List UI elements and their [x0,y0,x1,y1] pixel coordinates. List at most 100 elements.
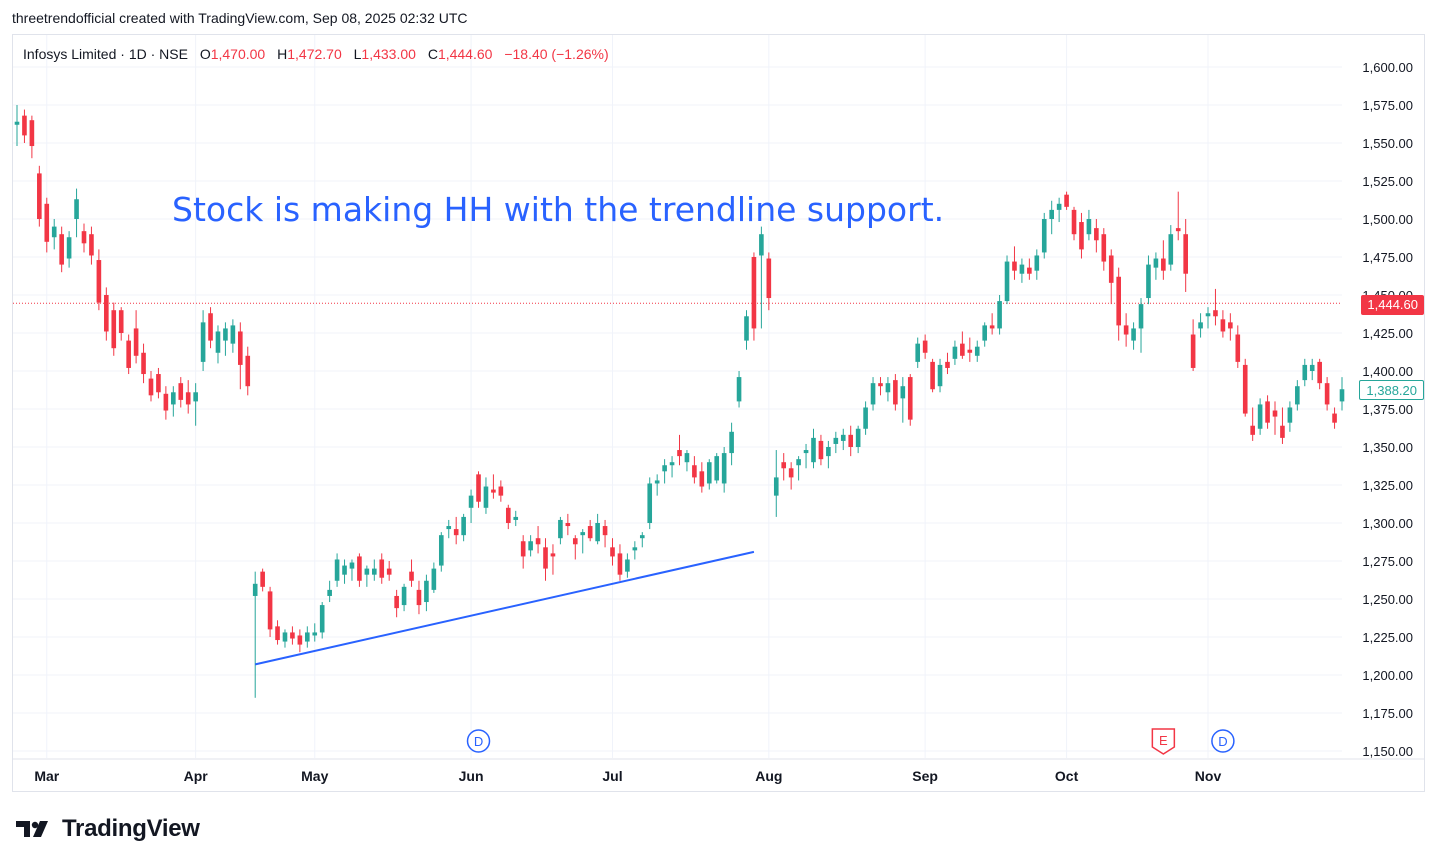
x-tick-label: Jul [602,768,622,784]
candle-body [1041,219,1047,253]
dividend-event-label: D [1218,734,1227,749]
low-value: 1,433.00 [361,46,416,62]
candle-body [1309,364,1315,371]
candle-body [81,231,87,244]
candle-body [1027,267,1032,274]
candle-body [215,331,221,353]
x-tick-label: Apr [184,768,209,784]
candle-body [952,346,958,359]
candle-body [312,632,318,636]
candle-body [960,343,965,356]
candle-body [1161,258,1166,271]
candle-body [535,538,541,545]
candle-body [230,325,236,344]
candle-body [543,547,548,569]
y-tick-label: 1,300.00 [1362,516,1413,531]
candle-body [66,237,72,259]
candle-body [185,392,191,405]
candle-body [111,310,117,349]
candle-body [729,431,734,454]
candle-body [424,580,429,603]
candle-body [669,462,675,466]
candle-body [930,361,935,390]
candle-body [1339,389,1345,402]
candle-body [893,380,898,405]
candle-body [900,386,906,399]
chart-area[interactable] [12,34,1425,792]
candle-body [1324,383,1330,405]
candle-body [178,383,184,400]
candle-body [773,477,779,496]
candle-body [826,447,831,457]
candle-body [1228,322,1233,329]
candle-body [171,392,176,405]
candle-body [252,583,258,596]
candle-body [305,632,310,642]
candle-body [550,553,556,557]
candle-body [967,349,973,353]
chart-credit: threetrendofficial created with TradingV… [12,10,468,26]
high-value: 1,472.70 [287,46,342,62]
candle-body [74,199,79,219]
x-tick-label: May [301,768,328,784]
candle-body [1257,404,1263,429]
x-tick-label: Aug [755,768,782,784]
candle-body [59,234,64,265]
candle-body [937,364,943,387]
candle-body [1056,203,1062,210]
candle-body [1153,258,1159,268]
candle-body [245,355,251,387]
tradingview-logo[interactable]: TradingView [16,815,200,843]
candle-body [677,450,682,457]
earnings-event-label: E [1159,733,1168,748]
candle-body [349,562,355,569]
candle-body [982,325,988,341]
high-label: H [277,46,288,62]
candle-body [840,434,846,441]
candle-body [260,571,265,587]
candle-body [632,547,638,551]
candle-body [468,495,474,508]
candle-body [1198,322,1203,329]
reference-price-tag: 1,388.20 [1359,380,1424,400]
candle-body [647,483,653,523]
candle-body [602,526,608,536]
candle-body [267,591,273,630]
y-tick-label: 1,350.00 [1362,440,1413,455]
candle-body [379,559,385,578]
candle-body [1205,313,1211,317]
candle-body [915,343,921,362]
candle-body [1213,310,1218,317]
candle-body [1034,255,1040,271]
candle-body [364,568,370,575]
candle-body [878,383,883,387]
symbol-label[interactable]: Infosys Limited · 1D · NSE [23,46,188,62]
candle-body [1242,364,1248,414]
candle-body [997,301,1002,329]
candle-body [223,328,228,341]
y-tick-label: 1,475.00 [1362,250,1413,265]
ohlc-legend: Infosys Limited · 1D · NSE O1,470.00 H1,… [23,46,609,62]
earnings-event-marker [1151,728,1176,755]
candle-body [781,462,787,469]
chart-annotation-text[interactable]: Stock is making HH with the trendline su… [172,190,945,229]
candle-body [1019,264,1025,274]
candle-body [1146,264,1151,299]
candle-body [96,260,102,303]
candle-body [811,437,816,463]
candle-body [334,559,340,581]
y-tick-label: 1,425.00 [1362,326,1413,341]
candle-body [163,393,169,411]
candle-body [796,459,801,466]
x-tick-label: Mar [34,768,59,784]
candle-body [386,568,392,575]
candle-body [1175,228,1181,232]
y-tick-label: 1,525.00 [1362,174,1413,189]
candle-body [863,407,868,429]
candle-body [520,541,526,557]
candle-body [148,378,154,396]
candle-body [885,383,891,393]
x-tick-label: Jun [459,768,484,784]
candle-body [1287,407,1293,423]
